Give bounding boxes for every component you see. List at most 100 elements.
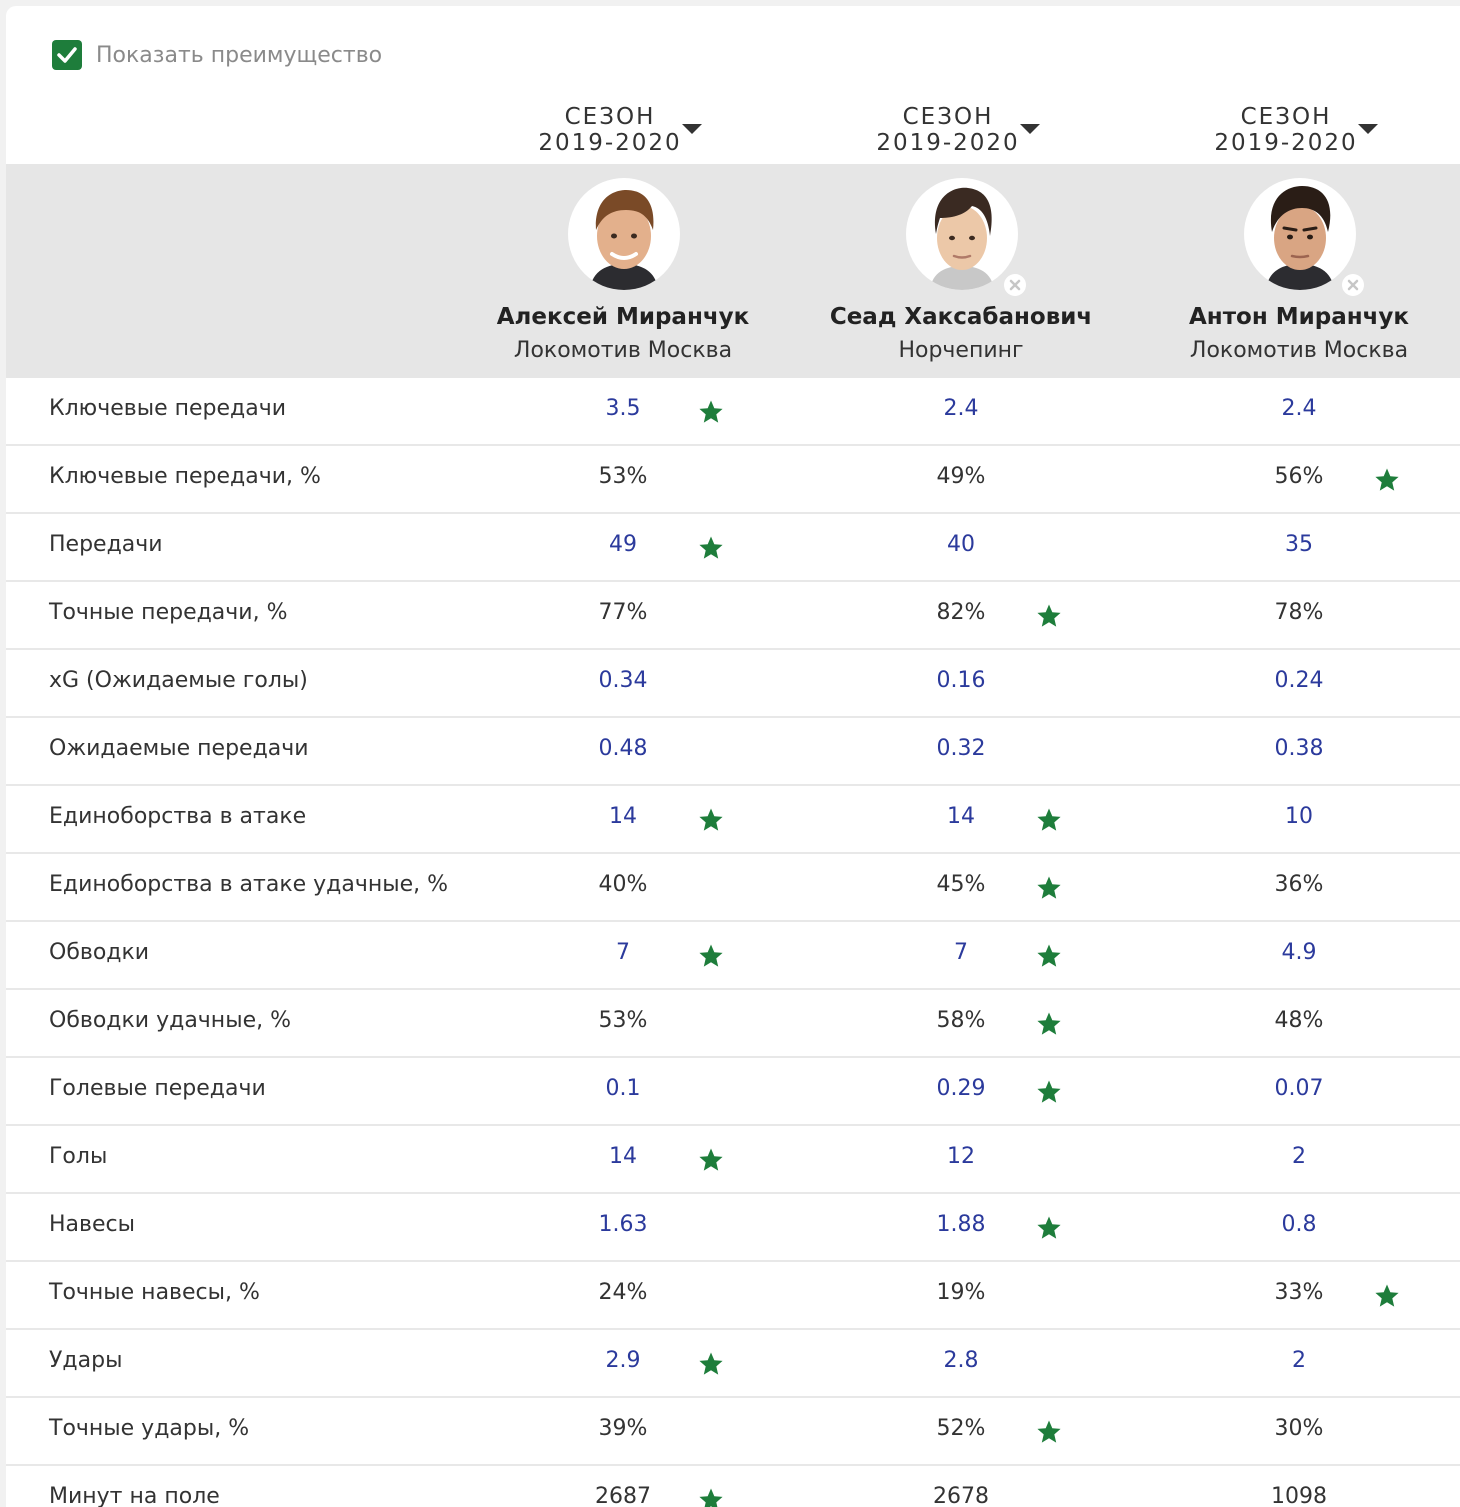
stat-value[interactable]: 10 xyxy=(1285,804,1313,829)
star-icon xyxy=(1036,875,1062,901)
avatar[interactable] xyxy=(906,178,1018,290)
player-photo-icon xyxy=(930,187,994,290)
stat-value: 77% xyxy=(598,600,648,625)
stat-cell: 2678 xyxy=(861,1466,1061,1507)
advantage-checkbox[interactable] xyxy=(52,40,82,70)
avatar[interactable] xyxy=(1244,178,1356,290)
stat-cell: 4.9 xyxy=(1199,922,1399,988)
stat-cell: 2 xyxy=(1199,1126,1399,1192)
season-value: 2019-2020 xyxy=(1214,130,1358,156)
star-icon xyxy=(1374,467,1400,493)
stat-value: 40% xyxy=(598,872,648,897)
table-row: Навесы 1.63 1.88 0.8 xyxy=(6,1194,1460,1262)
stat-value[interactable]: 14 xyxy=(947,804,975,829)
stat-cell: 39% xyxy=(523,1398,723,1464)
stat-value[interactable]: 12 xyxy=(947,1144,975,1169)
player-name[interactable]: Сеад Хаксабанович xyxy=(829,304,1093,330)
star-icon xyxy=(1036,603,1062,629)
stat-value[interactable]: 40 xyxy=(947,532,975,557)
stat-value: 45% xyxy=(936,872,986,897)
stat-value[interactable]: 0.34 xyxy=(598,668,648,693)
stat-value: 33% xyxy=(1274,1280,1324,1305)
stat-value: 56% xyxy=(1274,464,1324,489)
stat-label: Обводки удачные, % xyxy=(49,1008,291,1033)
star-icon xyxy=(1036,1079,1062,1105)
stat-value[interactable]: 2.9 xyxy=(605,1348,641,1373)
caret-down-icon xyxy=(1358,124,1378,134)
stat-label: Навесы xyxy=(49,1212,135,1237)
player-name[interactable]: Алексей Миранчук xyxy=(496,304,750,330)
season-selector-1[interactable]: СЕЗОН 2019-2020 xyxy=(530,102,750,162)
stat-value[interactable]: 7 xyxy=(616,940,630,965)
stat-value[interactable]: 4.9 xyxy=(1281,940,1317,965)
stat-value[interactable]: 0.48 xyxy=(598,736,648,761)
table-row: Ожидаемые передачи 0.48 0.32 0.38 xyxy=(6,718,1460,786)
caret-down-icon xyxy=(682,124,702,134)
stat-value[interactable]: 49 xyxy=(609,532,637,557)
stat-label: Голы xyxy=(49,1144,108,1169)
stat-value[interactable]: 14 xyxy=(609,804,637,829)
stat-label: Удары xyxy=(49,1348,123,1373)
season-selector-3[interactable]: СЕЗОН 2019-2020 xyxy=(1206,102,1426,162)
stat-cell: 48% xyxy=(1199,990,1399,1056)
remove-player-button[interactable] xyxy=(1004,274,1026,296)
stat-value[interactable]: 3.5 xyxy=(605,396,641,421)
stat-value[interactable]: 0.38 xyxy=(1274,736,1324,761)
season-label: СЕЗОН xyxy=(564,104,656,130)
stat-cell: 36% xyxy=(1199,854,1399,920)
stat-cell: 3.5 xyxy=(523,378,723,444)
stat-cell: 12 xyxy=(861,1126,1061,1192)
stat-cell: 0.32 xyxy=(861,718,1061,784)
stat-cell: 14 xyxy=(523,786,723,852)
stat-value[interactable]: 2.4 xyxy=(1281,396,1317,421)
stat-value[interactable]: 1.63 xyxy=(598,1212,648,1237)
stat-cell: 49 xyxy=(523,514,723,580)
table-row: Точные навесы, % 24% 19% 33% xyxy=(6,1262,1460,1330)
table-row: Минут на поле 2687 2678 1098 xyxy=(6,1466,1460,1507)
avatar[interactable] xyxy=(568,178,680,290)
stat-cell: 35 xyxy=(1199,514,1399,580)
season-label: СЕЗОН xyxy=(902,104,994,130)
close-icon xyxy=(1009,279,1021,291)
stat-cell: 2687 xyxy=(523,1466,723,1507)
player-name[interactable]: Антон Миранчук xyxy=(1189,304,1409,330)
stat-value[interactable]: 2.4 xyxy=(943,396,979,421)
stat-value[interactable]: 35 xyxy=(1285,532,1313,557)
stat-label: Единоборства в атаке удачные, % xyxy=(49,872,449,897)
table-row: Удары 2.9 2.8 2 xyxy=(6,1330,1460,1398)
stat-value[interactable]: 14 xyxy=(609,1144,637,1169)
stat-value: 48% xyxy=(1274,1008,1324,1033)
stat-cell: 33% xyxy=(1199,1262,1399,1328)
stat-value[interactable]: 0.32 xyxy=(936,736,986,761)
show-advantage-toggle[interactable]: Показать преимущество xyxy=(52,38,382,72)
stat-label: xG (Ожидаемые голы) xyxy=(49,668,308,693)
stat-value[interactable]: 0.16 xyxy=(936,668,986,693)
stat-value[interactable]: 2 xyxy=(1292,1144,1306,1169)
star-icon xyxy=(1036,1215,1062,1241)
stat-value[interactable]: 0.29 xyxy=(936,1076,986,1101)
stat-cell: 2 xyxy=(1199,1330,1399,1396)
stat-label: Обводки xyxy=(49,940,150,965)
star-icon xyxy=(698,1487,724,1507)
stat-value: 49% xyxy=(936,464,986,489)
stat-cell: 52% xyxy=(861,1398,1061,1464)
table-row: Единоборства в атаке удачные, % 40% 45% 36% xyxy=(6,854,1460,922)
stat-value[interactable]: 2.8 xyxy=(943,1348,979,1373)
stat-value[interactable]: 0.8 xyxy=(1281,1212,1317,1237)
stat-value[interactable]: 7 xyxy=(954,940,968,965)
stat-cell: 82% xyxy=(861,582,1061,648)
stat-value[interactable]: 1.88 xyxy=(936,1212,986,1237)
table-row: Обводки 7 7 4.9 xyxy=(6,922,1460,990)
stat-value[interactable]: 0.1 xyxy=(605,1076,641,1101)
season-selector-2[interactable]: СЕЗОН 2019-2020 xyxy=(868,102,1088,162)
table-row: Голы 14 12 2 xyxy=(6,1126,1460,1194)
season-label: СЕЗОН xyxy=(1240,104,1332,130)
stat-label: Ожидаемые передачи xyxy=(49,736,309,761)
remove-player-button[interactable] xyxy=(1342,274,1364,296)
star-icon xyxy=(698,535,724,561)
stat-label: Ключевые передачи, % xyxy=(49,464,321,489)
stat-value[interactable]: 2 xyxy=(1292,1348,1306,1373)
stat-value[interactable]: 0.24 xyxy=(1274,668,1324,693)
stat-value[interactable]: 0.07 xyxy=(1274,1076,1324,1101)
player-card-3: Антон Миранчук Локомотив Москва xyxy=(1149,164,1449,378)
